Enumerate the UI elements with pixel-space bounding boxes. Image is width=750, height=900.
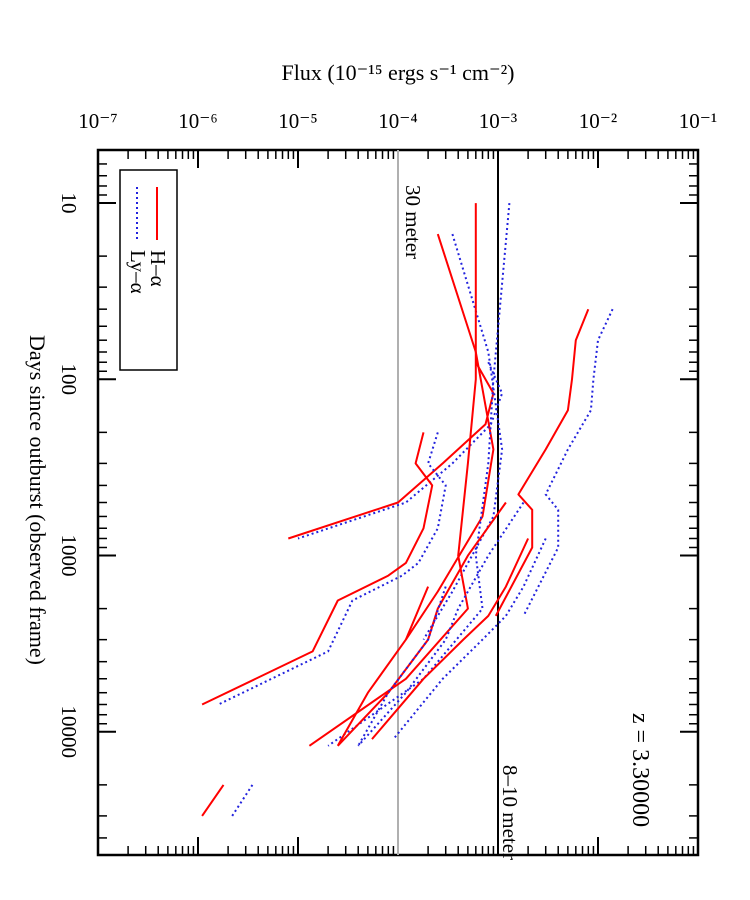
halpha-series-line [287, 361, 495, 540]
halpha-series-line [494, 308, 590, 617]
halpha-series-line [336, 586, 430, 747]
series-layer [201, 203, 614, 817]
flux-tick-label: 10⁻⁶ [178, 109, 217, 133]
halpha-series-line [308, 203, 477, 747]
legend-box [119, 169, 178, 371]
lyalpha-series-line [297, 361, 504, 540]
lyalpha-series-line [522, 308, 614, 617]
halpha-series-line [337, 501, 507, 747]
days-tick-label: 1000 [57, 535, 81, 577]
flux-tick-label: 10⁻¹ [679, 109, 717, 133]
redshift-label: z = 3.30000 [627, 713, 653, 827]
lyalpha-series-line [357, 586, 447, 747]
ref-label-8-10m: 8–10 meter [498, 765, 522, 860]
lyalpha-series-line [217, 432, 447, 706]
days-tick-label: 10 [57, 193, 81, 214]
flux-tick-label: 10⁻⁴ [378, 109, 417, 133]
lyalpha-series-line [327, 203, 511, 747]
y-axis-title: Flux (10⁻¹⁵ ergs s⁻¹ cm⁻²) [282, 60, 515, 85]
flux-tick-label: 10⁻² [579, 109, 617, 133]
legend-lyalpha-label: Ly–α [126, 250, 150, 294]
lyalpha-series-line [392, 538, 547, 740]
days-tick-label: 10000 [57, 706, 81, 759]
flux-tick-label: 10⁻⁷ [78, 109, 117, 133]
ref-label-30m: 30 meter [401, 185, 425, 259]
legend-halpha-label: H–α [146, 250, 170, 287]
halpha-series-line [405, 233, 495, 641]
tick-labels: 10⁻⁷ 10⁻⁶ 10⁻⁵ 10⁻⁴ 10⁻³ 10⁻² 10⁻¹ 10 100 1000 100… [57, 109, 717, 758]
days-tick-label: 100 [57, 364, 81, 396]
legend: H–α Ly–α [119, 169, 178, 371]
lyalpha-series-line [357, 501, 525, 747]
halpha-series-line [201, 784, 225, 817]
halpha-series-line [201, 432, 434, 706]
halpha-series-line [371, 538, 530, 740]
flux-tick-label: 10⁻⁵ [278, 109, 317, 133]
lyalpha-series-line [422, 233, 504, 641]
flux-tick-label: 10⁻³ [479, 109, 517, 133]
x-axis-title: Days since outburst (observed frame) [25, 335, 50, 665]
lyalpha-series-line [231, 784, 254, 817]
